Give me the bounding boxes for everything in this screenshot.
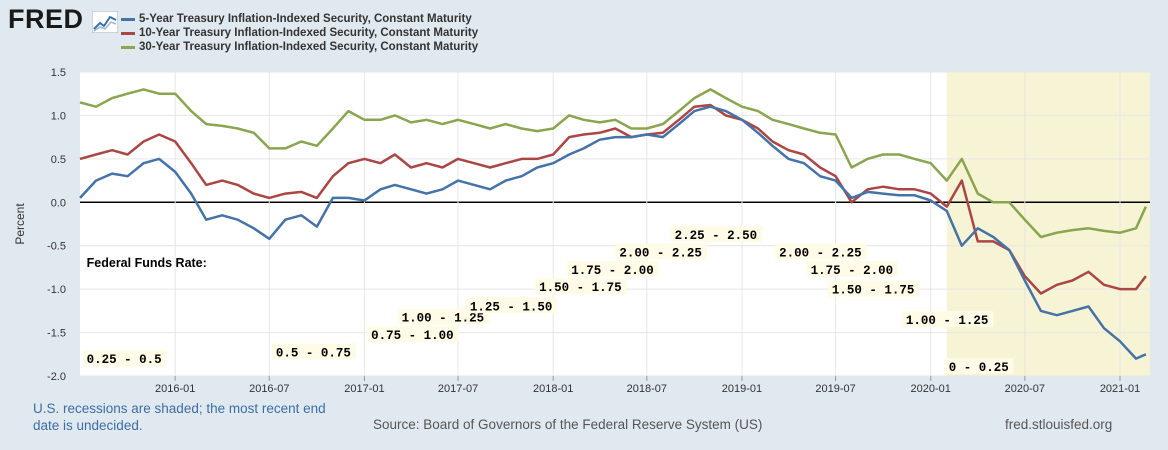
y-tick-label: -1.0: [47, 284, 66, 296]
x-tick-label: 2019-01: [722, 383, 762, 395]
annotation-box: [465, 297, 558, 314]
annotation-box: [901, 311, 994, 328]
annotation-label: Federal Funds Rate:: [87, 256, 207, 270]
legend-label-30y: 30-Year Treasury Inflation-Indexed Secur…: [139, 41, 479, 53]
annotation-label: 1.50 - 1.75: [832, 284, 915, 298]
annotation-box: [367, 325, 459, 342]
legend-label-10y: 10-Year Treasury Inflation-Indexed Secur…: [139, 27, 479, 39]
annotation-label: 1.50 - 1.75: [539, 281, 622, 295]
legend-item-5y[interactable]: 5-Year Treasury Inflation-Indexed Securi…: [121, 12, 478, 26]
y-tick-label: -0.5: [47, 241, 66, 253]
y-tick-label: -1.5: [47, 328, 66, 340]
annotation-label: 0.75 - 1.00: [371, 329, 454, 343]
annotation-box: [775, 243, 867, 260]
fred-logo-text: FRED: [8, 4, 84, 34]
annotation-box: [615, 243, 707, 260]
annotation-box: [806, 260, 899, 277]
y-tick-label: 0.0: [51, 197, 66, 209]
y-tick-label: 1.0: [51, 110, 66, 122]
x-tick-label: 2021-01: [1100, 383, 1140, 395]
series-line-1: [79, 103, 1147, 295]
annotation-box: [670, 226, 763, 243]
legend-swatch-10y: [121, 31, 135, 35]
y-axis-label: Percent: [13, 203, 27, 245]
legend-item-30y[interactable]: 30-Year Treasury Inflation-Indexed Secur…: [121, 40, 478, 54]
annotation-label: 1.25 - 1.50: [470, 300, 553, 314]
annotation-box: [827, 280, 920, 297]
annotation-label: 2.25 - 2.50: [675, 229, 758, 243]
annotation-box: [82, 350, 167, 367]
annotation-label: 1.00 - 1.25: [402, 312, 485, 326]
site-link[interactable]: fred.stlouisfed.org: [1005, 417, 1113, 432]
fred-logo[interactable]: FRED: [8, 4, 118, 38]
x-tick-label: 2018-07: [627, 383, 667, 395]
annotation-box: [944, 358, 1014, 375]
x-tick-label: 2016-01: [155, 383, 195, 395]
annotation-label: 0 - 0.25: [949, 361, 1009, 375]
annotation-label: 1.75 - 2.00: [811, 264, 894, 278]
annotation-label: 2.00 - 2.25: [779, 246, 862, 260]
chart-legend: 5-Year Treasury Inflation-Indexed Securi…: [121, 12, 478, 54]
annotation-label: 1.75 - 2.00: [571, 264, 654, 278]
series-line-2: [79, 88, 1148, 239]
annotation-box: [535, 278, 627, 295]
source-note: Source: Board of Governors of the Federa…: [373, 417, 763, 432]
annotation-label: 2.00 - 2.25: [619, 246, 702, 260]
legend-label-5y: 5-Year Treasury Inflation-Indexed Securi…: [139, 13, 472, 25]
annotation-label: 0.25 - 0.5: [87, 353, 162, 367]
fred-graph-icon: [92, 11, 118, 33]
x-tick-label: 2017-07: [438, 383, 478, 395]
x-tick-label: 2016-07: [249, 383, 289, 395]
annotation-box: [271, 343, 356, 360]
x-tick-label: 2020-01: [911, 383, 951, 395]
legend-item-10y[interactable]: 10-Year Treasury Inflation-Indexed Secur…: [121, 26, 478, 40]
legend-swatch-30y: [121, 45, 135, 49]
line-chart: 1.5 1.0 0.5 0.0 -0.5 -1.0 -1.5 -2.0 2016-01 2016-…: [13, 67, 1150, 395]
annotation-box: [567, 260, 659, 277]
annotation-label: 1.00 - 1.25: [906, 314, 989, 328]
y-tick-label: 0.5: [51, 154, 66, 166]
x-tick-label: 2018-01: [533, 383, 573, 395]
y-tick-label: -2.0: [47, 371, 66, 383]
recession-note: U.S. recessions are shaded; the most rec…: [33, 401, 326, 433]
y-tick-label: 1.5: [51, 67, 66, 79]
annotation-label: 0.5 - 0.75: [276, 346, 351, 360]
legend-swatch-5y: [121, 17, 135, 21]
x-tick-label: 2019-07: [815, 383, 855, 395]
x-tick-label: 2020-07: [1005, 383, 1045, 395]
series-line-0: [79, 105, 1147, 360]
x-tick-label: 2017-01: [344, 383, 384, 395]
